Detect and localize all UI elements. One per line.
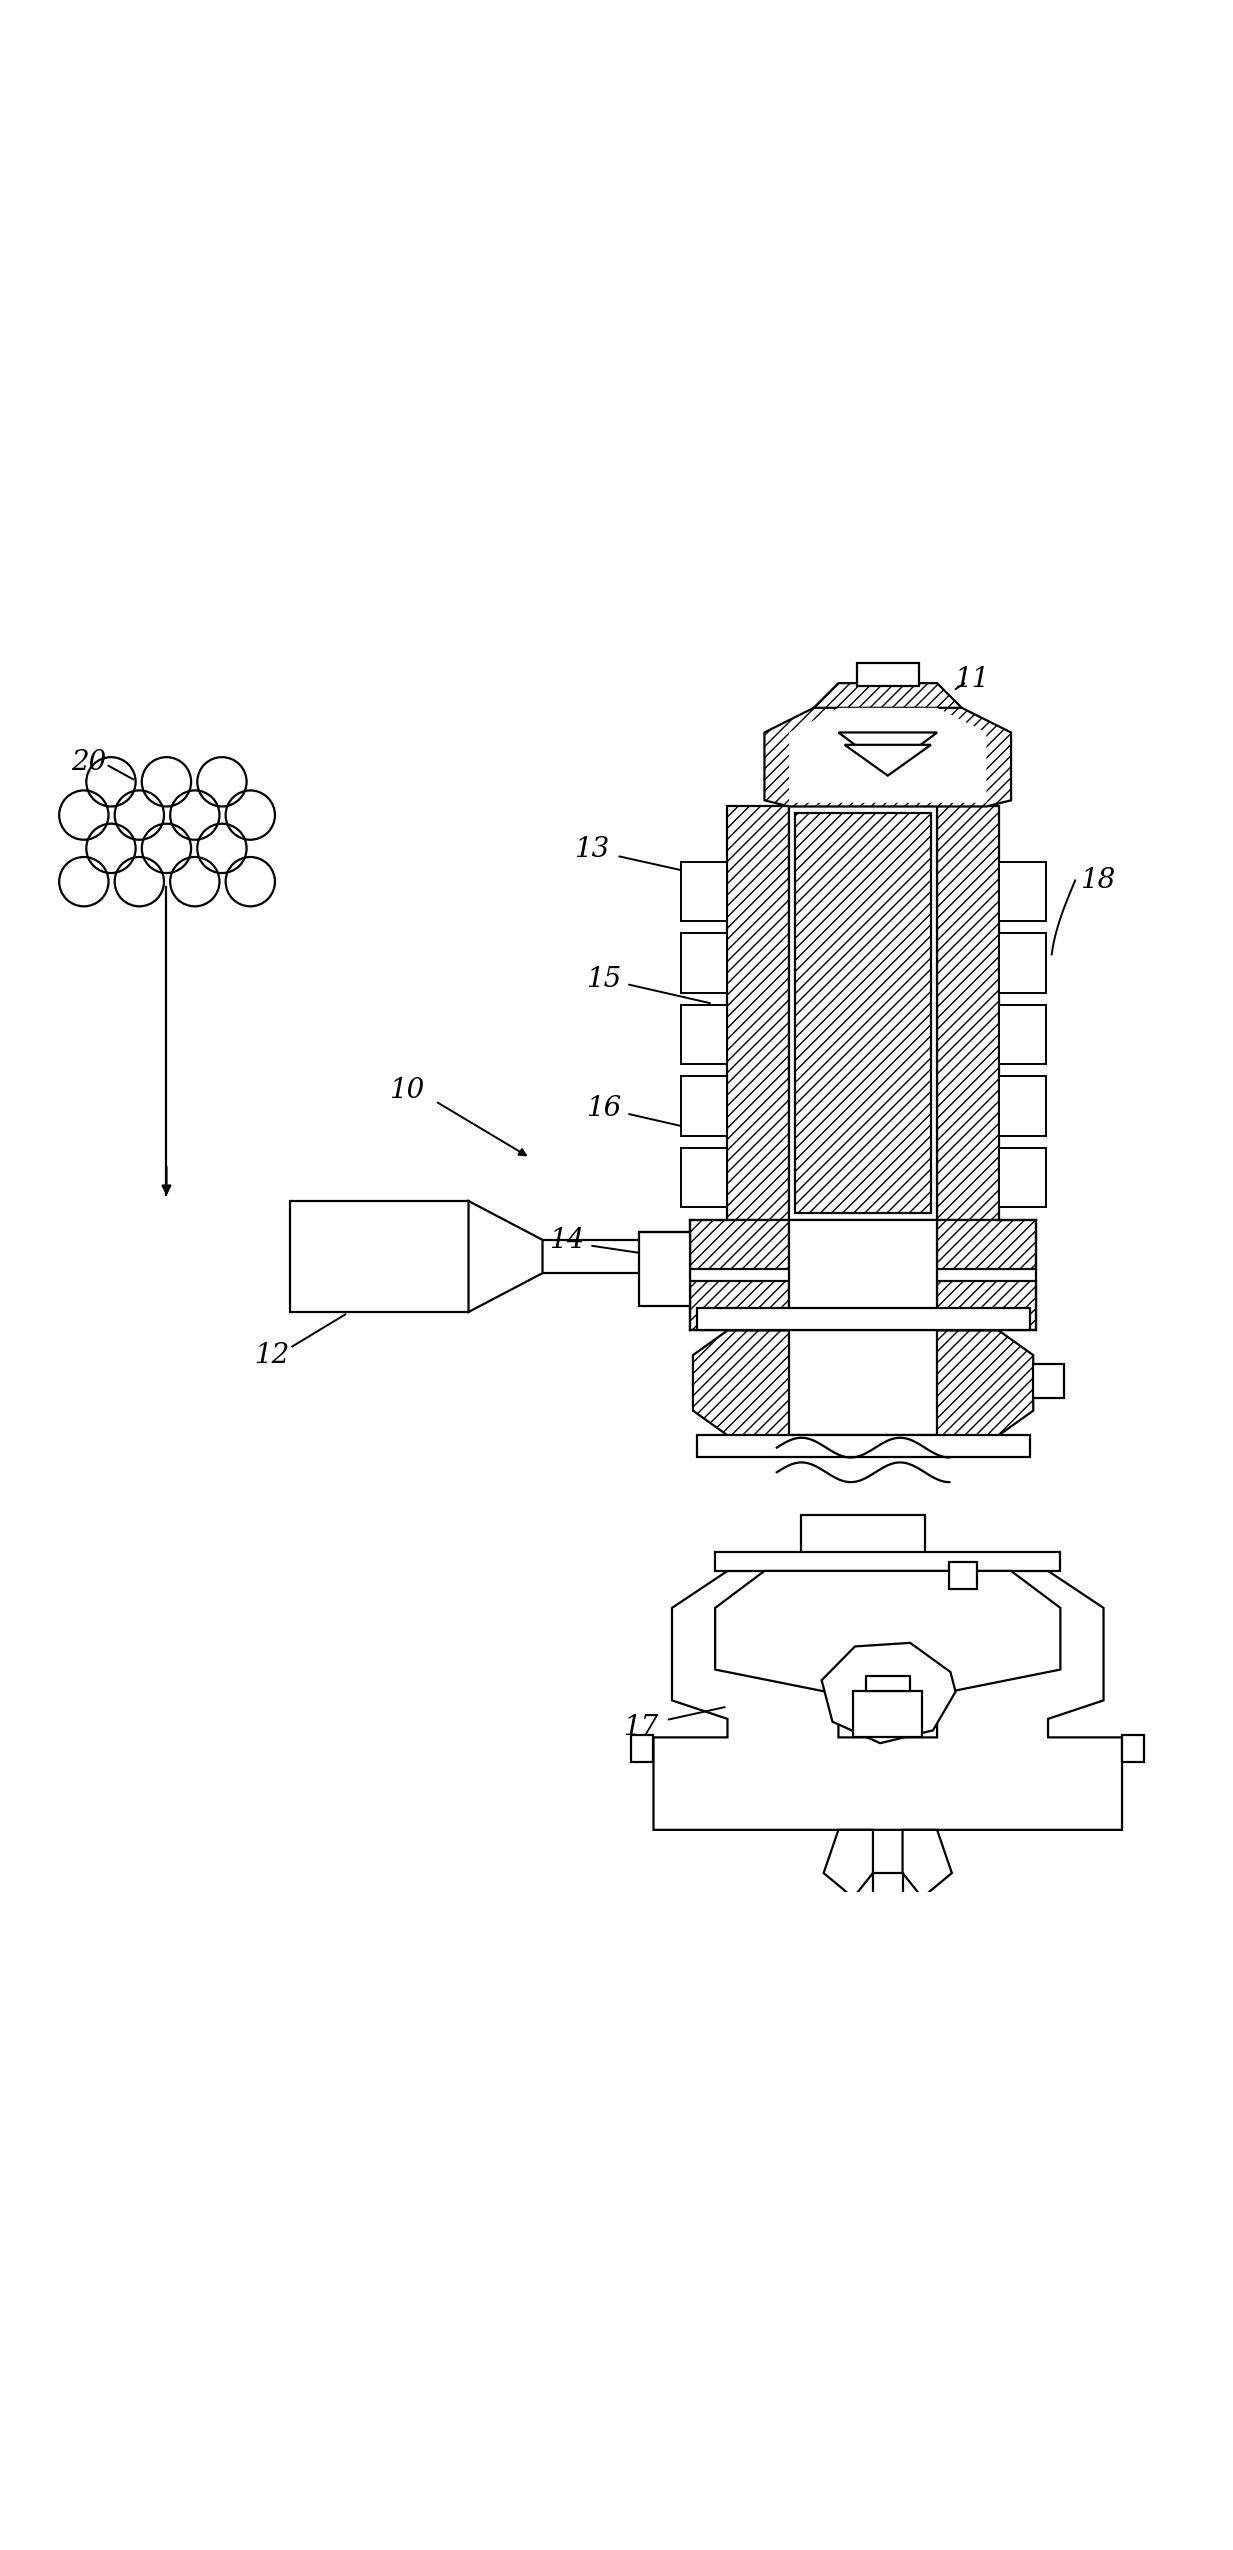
Bar	[999, 1076, 1046, 1135]
Text: 15: 15	[587, 966, 621, 992]
Bar	[795, 813, 931, 1214]
Text: 10: 10	[390, 1076, 424, 1104]
Polygon shape	[903, 1831, 952, 1897]
Bar	[999, 862, 1046, 921]
Bar	[999, 933, 1046, 992]
Polygon shape	[789, 709, 986, 803]
Bar	[866, 1675, 910, 1691]
Bar	[789, 806, 937, 1219]
Bar	[937, 806, 999, 1219]
Bar	[801, 1515, 925, 1558]
Bar	[789, 1219, 937, 1331]
Bar	[857, 663, 919, 686]
Bar	[681, 1148, 727, 1206]
Bar	[631, 1734, 653, 1762]
Polygon shape	[653, 1571, 1122, 1831]
Polygon shape	[845, 745, 931, 775]
Bar	[727, 806, 789, 1219]
Text: 18: 18	[1080, 867, 1115, 895]
Polygon shape	[715, 1571, 1060, 1737]
Bar	[681, 1076, 727, 1135]
Text: 13: 13	[575, 836, 609, 862]
Bar	[789, 1331, 937, 1436]
Polygon shape	[693, 1331, 1033, 1436]
Bar	[1033, 1364, 1064, 1397]
Bar	[639, 1232, 690, 1306]
Bar	[873, 1874, 903, 1897]
Text: 14: 14	[550, 1227, 584, 1255]
Polygon shape	[814, 683, 962, 732]
Bar	[681, 1005, 727, 1063]
Bar	[999, 1005, 1046, 1063]
Bar	[853, 1691, 922, 1737]
Bar	[697, 1308, 1030, 1331]
Polygon shape	[824, 1831, 873, 1897]
Text: 16: 16	[587, 1094, 621, 1122]
Text: 17: 17	[624, 1714, 658, 1742]
Text: 20: 20	[72, 750, 106, 775]
Bar	[949, 1563, 977, 1589]
Polygon shape	[937, 1219, 1036, 1270]
Bar	[1122, 1734, 1144, 1762]
Bar	[715, 1553, 1060, 1571]
Bar	[681, 933, 727, 992]
Text: 11: 11	[954, 666, 989, 694]
Polygon shape	[690, 1219, 789, 1270]
Polygon shape	[937, 1280, 1036, 1331]
Polygon shape	[838, 732, 937, 770]
Polygon shape	[690, 1280, 789, 1331]
Polygon shape	[821, 1642, 956, 1744]
Polygon shape	[764, 709, 1011, 806]
Bar	[697, 1436, 1030, 1459]
Bar	[681, 862, 727, 921]
Bar	[290, 1201, 469, 1313]
Polygon shape	[469, 1201, 543, 1313]
Text: 12: 12	[254, 1341, 289, 1369]
Bar	[999, 1148, 1046, 1206]
